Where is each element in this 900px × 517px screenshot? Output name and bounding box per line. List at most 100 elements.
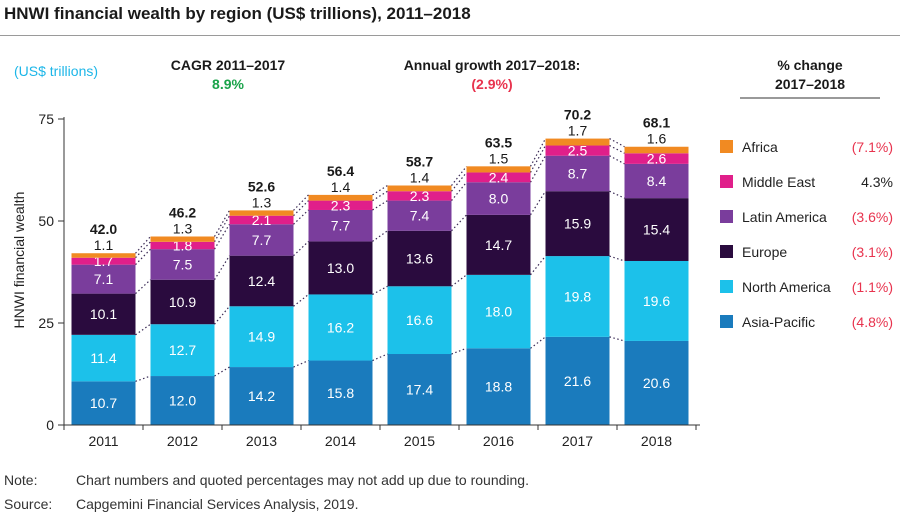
bars: 10.7 11.4 10.1 7.1 1.7 1.142.0 12.0 12.7 10.9 7.5… <box>71 107 689 425</box>
note-text: Chart numbers and quoted percentages may… <box>76 472 529 488</box>
connector-north_america-2012 <box>214 305 230 325</box>
bar-segment-north_america-2012 <box>150 324 215 377</box>
data-label-europe-2017: 15.9 <box>564 216 591 232</box>
data-label-asia_pacific-2013: 14.2 <box>248 388 275 404</box>
connector-latin_america-2015 <box>451 181 467 201</box>
bar-segment-north_america-2014 <box>308 294 373 361</box>
data-label-africa-2012: 1.3 <box>173 221 193 237</box>
bar-segment-africa-2017 <box>545 138 610 146</box>
data-label-africa-2013: 1.3 <box>252 194 272 210</box>
connector-latin_america-2013 <box>293 209 309 225</box>
units-label: (US$ trillions) <box>14 63 98 79</box>
bar-segment-middle_east-2016 <box>466 172 531 183</box>
source-text: Capgemini Financial Services Analysis, 2… <box>76 496 359 512</box>
connector-africa-2013 <box>293 194 309 211</box>
connector-africa-2012 <box>213 210 231 237</box>
data-label-middle_east-2018: 2.6 <box>647 151 667 167</box>
connector-europe-2014 <box>372 230 388 242</box>
change-header-line2: 2017–2018 <box>775 76 845 92</box>
connector-middle_east-2016 <box>529 145 547 173</box>
total-label-2011: 42.0 <box>90 221 117 237</box>
legend-label-asia_pacific: Asia-Pacific <box>742 314 815 330</box>
data-label-asia_pacific-2017: 21.6 <box>564 373 591 389</box>
data-label-north_america-2014: 16.2 <box>327 319 354 335</box>
bar-segment-europe-2013 <box>229 255 294 307</box>
connector-asia_pacific-2012 <box>214 366 230 377</box>
legend-label-europe: Europe <box>742 244 787 260</box>
bar-segment-north_america-2016 <box>466 274 531 349</box>
legend: Africa (7.1%) Middle East 4.3% Latin America… <box>720 139 893 330</box>
connector-asia_pacific-2017 <box>609 336 625 342</box>
data-label-middle_east-2013: 2.1 <box>252 212 272 228</box>
connector-africa-2017 <box>609 138 625 148</box>
note-label: Note: <box>4 472 38 488</box>
bar-segment-middle_east-2011 <box>71 257 136 265</box>
bar-segment-asia_pacific-2012 <box>150 376 215 425</box>
data-label-north_america-2018: 19.6 <box>643 293 670 309</box>
bar-segment-asia_pacific-2013 <box>229 367 294 425</box>
bar-segment-latin_america-2012 <box>150 249 215 280</box>
legend-swatch-africa <box>720 140 733 153</box>
bar-segment-latin_america-2014 <box>308 209 373 242</box>
data-label-africa-2015: 1.4 <box>410 170 430 186</box>
total-label-2018: 68.1 <box>643 115 670 131</box>
connector-europe-2012 <box>213 255 231 281</box>
bar-segment-africa-2016 <box>466 166 531 173</box>
bar-segment-asia_pacific-2011 <box>71 381 136 425</box>
connector-asia_pacific-2016 <box>530 336 546 349</box>
data-label-north_america-2011: 11.4 <box>90 350 116 366</box>
total-label-2016: 63.5 <box>485 134 512 150</box>
data-label-europe-2011: 10.1 <box>90 306 117 322</box>
bar-segment-middle_east-2015 <box>387 191 452 201</box>
connector-north_america-2014 <box>372 285 388 295</box>
bar-segment-africa-2014 <box>308 194 373 201</box>
data-label-asia_pacific-2011: 10.7 <box>90 395 117 411</box>
bar-segment-africa-2013 <box>229 210 294 216</box>
data-label-latin_america-2013: 7.7 <box>252 232 272 248</box>
legend-change-north_america: (1.1%) <box>852 279 893 295</box>
title-divider <box>0 35 900 36</box>
bar-segment-latin_america-2017 <box>545 155 610 192</box>
legend-change-asia_pacific: (4.8%) <box>852 314 893 330</box>
legend-change-middle_east: 4.3% <box>861 174 893 190</box>
connector-africa-2016 <box>529 138 547 167</box>
bar-segment-middle_east-2017 <box>545 145 610 156</box>
connector-lines <box>135 138 625 382</box>
data-label-latin_america-2011: 7.1 <box>94 271 114 287</box>
connector-middle_east-2011 <box>135 241 151 259</box>
data-label-asia_pacific-2014: 15.8 <box>327 385 354 401</box>
total-label-2012: 46.2 <box>169 205 196 221</box>
x-tick-label-2011: 2011 <box>88 433 118 449</box>
data-label-europe-2016: 14.7 <box>485 237 512 253</box>
bar-segment-europe-2018 <box>624 198 689 261</box>
connector-asia_pacific-2013 <box>293 359 309 368</box>
connector-north_america-2011 <box>135 323 151 336</box>
connector-africa-2015 <box>451 165 467 186</box>
bar-segment-europe-2012 <box>150 279 215 325</box>
bar-segment-africa-2018 <box>624 146 689 154</box>
y-tick-label-0: 0 <box>46 417 54 433</box>
annual-growth-value: (2.9%) <box>471 76 512 92</box>
connector-asia_pacific-2015 <box>451 347 467 355</box>
y-tick-label-50: 50 <box>38 213 54 229</box>
chart-title: HNWI financial wealth by region (US$ tri… <box>4 4 471 23</box>
x-tick-label-2017: 2017 <box>562 433 593 449</box>
legend-swatch-europe <box>720 245 733 258</box>
x-tick-label-2012: 2012 <box>167 433 198 449</box>
connector-europe-2016 <box>529 190 547 216</box>
data-label-europe-2013: 12.4 <box>248 273 275 289</box>
bar-segment-latin_america-2013 <box>229 224 294 256</box>
data-label-latin_america-2014: 7.7 <box>331 218 351 234</box>
bar-segment-asia_pacific-2016 <box>466 348 531 425</box>
bar-segment-latin_america-2018 <box>624 163 689 199</box>
connector-middle_east-2014 <box>372 190 388 202</box>
connector-north_america-2013 <box>293 293 309 307</box>
data-label-north_america-2016: 18.0 <box>485 304 512 320</box>
data-label-north_america-2012: 12.7 <box>169 342 196 358</box>
bar-segment-north_america-2018 <box>624 260 689 341</box>
data-label-asia_pacific-2012: 12.0 <box>169 393 196 409</box>
bar-segment-latin_america-2011 <box>71 264 136 294</box>
data-label-asia_pacific-2018: 20.6 <box>643 375 670 391</box>
bar-segment-asia_pacific-2015 <box>387 354 452 425</box>
